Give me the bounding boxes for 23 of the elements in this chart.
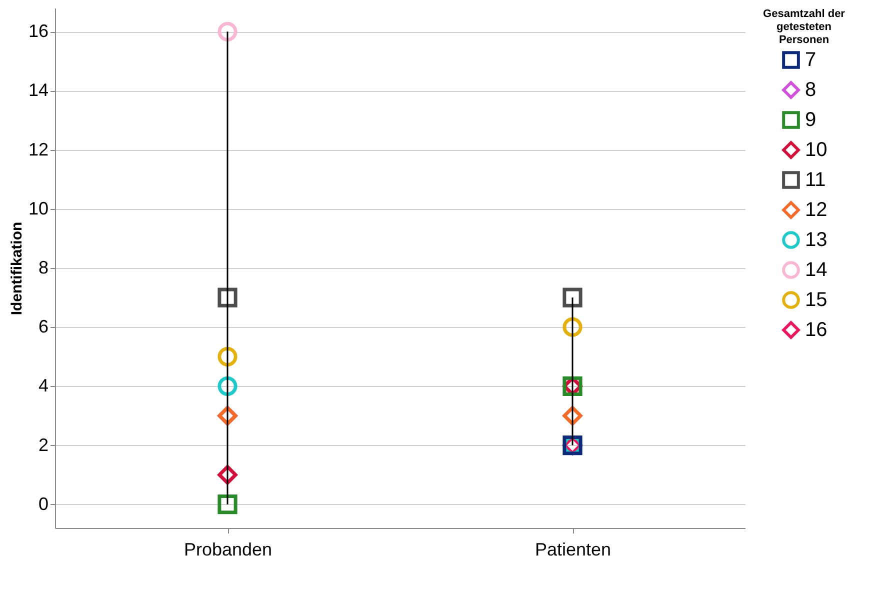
x-tick-label: Probanden <box>184 540 272 560</box>
legend-label: 16 <box>805 319 828 341</box>
y-axis-title: Identifikation <box>8 222 26 316</box>
legend-label: 12 <box>805 199 828 221</box>
legend-label: 8 <box>805 79 816 101</box>
y-tick-label: 16 <box>28 21 48 42</box>
y-tick-label: 8 <box>38 258 48 278</box>
y-tick-label: 10 <box>28 198 48 218</box>
y-tick-label: 0 <box>38 494 48 514</box>
y-tick-label: 2 <box>38 434 48 455</box>
legend-label: 13 <box>805 229 828 251</box>
x-tick-label: Patienten <box>534 540 612 560</box>
legend-label: 11 <box>805 169 826 191</box>
y-tick-label: 14 <box>28 80 48 100</box>
legend-label: 7 <box>805 49 816 71</box>
y-tick-label: 12 <box>28 139 48 160</box>
y-tick-label: 4 <box>38 376 48 396</box>
legend-title: Gesamtzahl der getesteten Personen <box>763 8 846 46</box>
y-tick-label: 6 <box>38 316 48 337</box>
legend-label: 10 <box>805 139 828 161</box>
legend-label: 15 <box>805 289 828 311</box>
legend-label: 14 <box>805 259 828 281</box>
legend-label: 9 <box>805 109 816 131</box>
